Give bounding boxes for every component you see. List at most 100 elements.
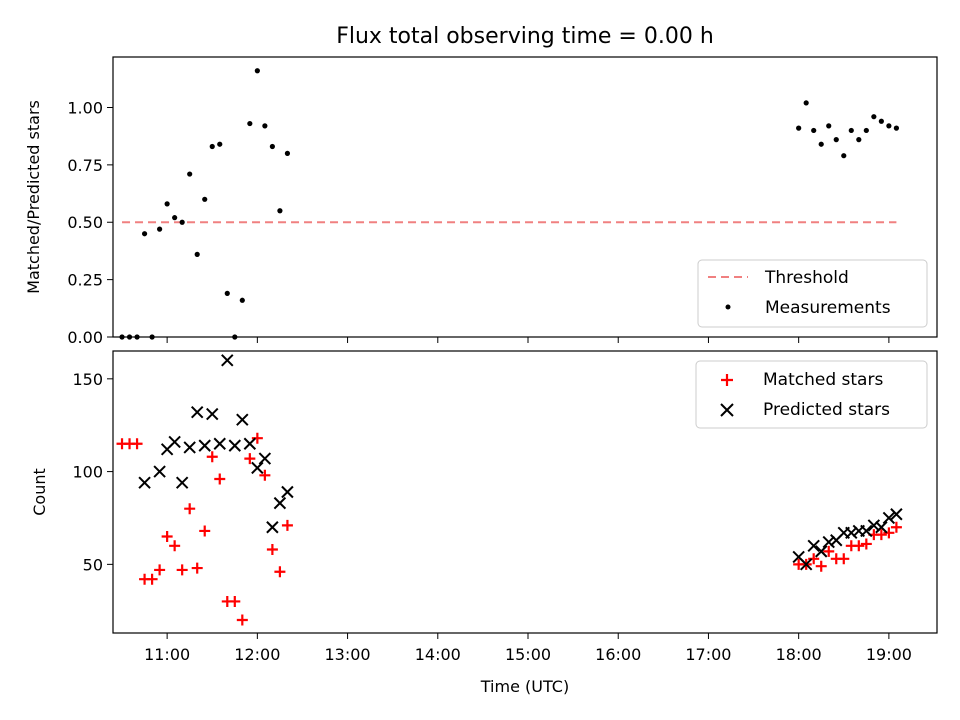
measurement-point-24 <box>803 100 809 106</box>
measurement-point-29 <box>841 153 847 159</box>
bottom-y-tick-label-1: 100 <box>72 463 103 482</box>
measurement-point-31 <box>856 137 862 143</box>
top-plot-frame <box>112 56 938 338</box>
matched-star-point-2 <box>131 438 143 450</box>
matched-star-point-32 <box>860 538 872 550</box>
x-tick-label-7: 18:00 <box>776 645 822 664</box>
measurement-point-6 <box>164 201 170 207</box>
top-y-tick-label-2: 0.50 <box>67 213 103 232</box>
matched-star-point-22 <box>281 519 293 531</box>
matched-star-point-20 <box>266 544 278 556</box>
predicted-stars-points <box>138 354 903 571</box>
x-tick-label-0: 11:00 <box>144 645 190 664</box>
measurement-point-16 <box>239 297 245 303</box>
measurement-point-23 <box>796 125 802 131</box>
predicted-star-point-10 <box>221 354 234 367</box>
matched-star-point-7 <box>169 540 181 552</box>
predicted-star-point-22 <box>815 545 828 558</box>
predicted-star-point-17 <box>273 496 287 510</box>
predicted-star-point-14 <box>251 461 264 475</box>
measurement-point-32 <box>863 127 869 134</box>
legend-matched-swatch <box>721 374 733 386</box>
measurement-point-19 <box>262 123 268 129</box>
legend-matched-label: Matched stars <box>763 370 883 390</box>
top-y-axis-label: Matched/Predicted stars <box>24 100 43 294</box>
bottom-legend: Matched stars Predicted stars <box>695 360 928 429</box>
bottom-legend-box <box>695 360 928 429</box>
predicted-star-point-26 <box>845 526 858 540</box>
predicted-star-point-20 <box>799 558 813 571</box>
measurement-point-7 <box>172 215 178 221</box>
legend-predicted-label: Predicted stars <box>763 400 890 420</box>
predicted-star-point-18 <box>281 485 294 499</box>
predicted-star-point-4 <box>175 476 189 489</box>
top-legend-box <box>697 259 928 328</box>
measurement-point-11 <box>202 196 208 202</box>
measurement-point-25 <box>811 127 817 134</box>
predicted-star-point-12 <box>236 413 249 426</box>
top-panel: 0.00 0.25 0.50 0.75 1.00 Matched/Predicted s… <box>24 56 938 347</box>
legend-predicted-swatch <box>720 403 734 417</box>
measurement-point-27 <box>826 123 832 129</box>
predicted-star-point-23 <box>822 535 835 549</box>
legend-measurements-swatch <box>725 304 731 310</box>
predicted-star-point-6 <box>190 406 204 419</box>
matched-star-point-36 <box>890 521 902 533</box>
bottom-y-axis: 50 100 150 <box>72 370 113 574</box>
matched-star-point-17 <box>244 453 256 465</box>
predicted-star-point-8 <box>206 407 219 421</box>
x-tick-label-5: 16:00 <box>595 645 641 664</box>
measurement-point-9 <box>187 171 193 177</box>
predicted-star-point-15 <box>258 452 272 465</box>
x-tick-label-8: 19:00 <box>866 645 912 664</box>
legend-measurements-label: Measurements <box>765 298 891 318</box>
matched-star-point-35 <box>883 527 895 539</box>
predicted-star-point-9 <box>213 437 226 450</box>
matched-star-point-15 <box>229 595 241 607</box>
measurement-points <box>119 68 900 340</box>
predicted-star-point-32 <box>890 508 903 521</box>
measurement-point-22 <box>284 150 291 156</box>
matched-star-point-11 <box>199 525 211 537</box>
predicted-star-point-16 <box>266 521 279 534</box>
matched-star-point-18 <box>251 432 263 444</box>
matched-star-point-34 <box>875 529 887 541</box>
matched-star-point-27 <box>823 545 835 557</box>
measurement-point-30 <box>848 127 854 134</box>
matched-star-point-29 <box>838 553 850 565</box>
measurement-point-8 <box>179 219 185 225</box>
x-axis-label: Time (UTC) <box>480 677 569 696</box>
matched-star-point-8 <box>176 564 188 576</box>
matched-star-point-21 <box>274 566 286 578</box>
top-y-tick-label-4: 1.00 <box>67 98 103 117</box>
measurement-point-26 <box>818 141 824 147</box>
predicted-star-point-21 <box>807 539 820 553</box>
matched-star-point-19 <box>259 469 271 481</box>
measurement-point-14 <box>224 290 230 296</box>
top-y-axis: 0.00 0.25 0.50 0.75 1.00 <box>67 98 113 347</box>
top-x-tick-marks <box>166 337 890 343</box>
matched-star-point-16 <box>236 614 248 626</box>
legend-threshold-label: Threshold <box>764 268 849 288</box>
matched-star-point-12 <box>206 451 218 463</box>
bottom-panel: 11:00 12:00 13:00 14:00 15:00 16:00 17:00 18:00… <box>30 350 938 696</box>
matched-star-point-6 <box>161 531 173 543</box>
predicted-star-point-30 <box>875 521 888 534</box>
measurement-point-17 <box>247 120 253 127</box>
matched-star-point-5 <box>154 564 166 576</box>
matched-star-point-13 <box>214 473 226 485</box>
predicted-star-point-11 <box>228 439 242 452</box>
measurement-point-34 <box>878 118 884 124</box>
predicted-star-point-13 <box>243 437 257 450</box>
top-y-tick-label-0: 0.00 <box>67 328 103 347</box>
predicted-star-point-29 <box>867 519 881 532</box>
bottom-x-axis: 11:00 12:00 13:00 14:00 15:00 16:00 17:00 18:00… <box>144 633 912 664</box>
matched-star-point-4 <box>146 573 158 585</box>
measurement-point-21 <box>277 208 283 214</box>
bottom-y-axis-label: Count <box>30 468 49 516</box>
predicted-star-point-28 <box>860 524 873 538</box>
x-tick-label-3: 14:00 <box>415 645 461 664</box>
measurement-point-12 <box>209 143 215 150</box>
matched-star-point-25 <box>808 553 820 565</box>
